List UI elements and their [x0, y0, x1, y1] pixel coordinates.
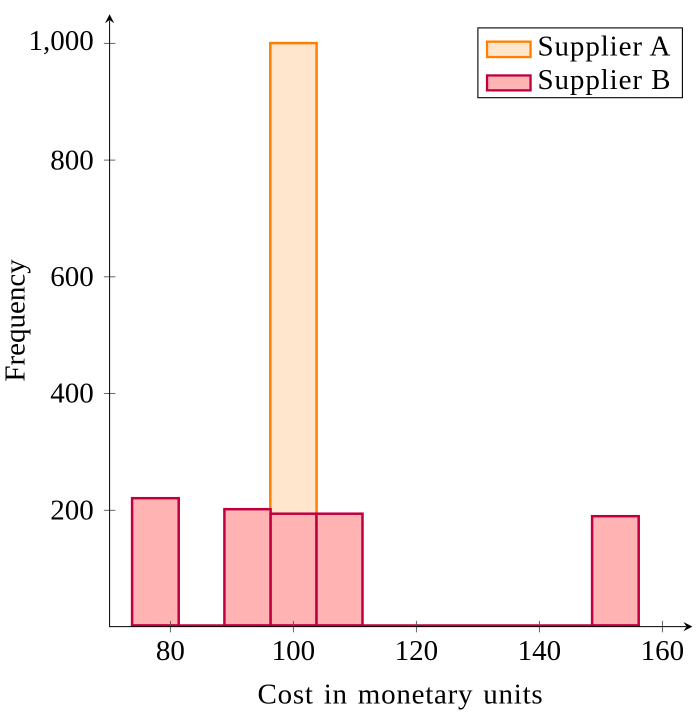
svg-text:160: 160 [641, 635, 685, 667]
svg-text:140: 140 [518, 635, 562, 667]
svg-text:Supplier A: Supplier A [538, 30, 672, 62]
svg-text:Supplier B: Supplier B [538, 64, 672, 96]
svg-text:600: 600 [50, 261, 94, 293]
svg-text:800: 800 [50, 144, 94, 176]
svg-text:80: 80 [156, 635, 185, 667]
svg-text:Frequency: Frequency [0, 259, 32, 382]
svg-text:200: 200 [50, 495, 94, 527]
svg-text:120: 120 [395, 635, 439, 667]
svg-text:Cost in monetary units: Cost in monetary units [258, 678, 544, 710]
svg-text:100: 100 [272, 635, 316, 667]
svg-text:400: 400 [50, 378, 94, 410]
svg-text:1,000: 1,000 [29, 25, 94, 57]
